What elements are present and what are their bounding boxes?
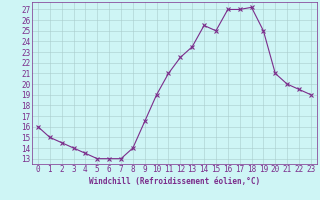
X-axis label: Windchill (Refroidissement éolien,°C): Windchill (Refroidissement éolien,°C): [89, 177, 260, 186]
